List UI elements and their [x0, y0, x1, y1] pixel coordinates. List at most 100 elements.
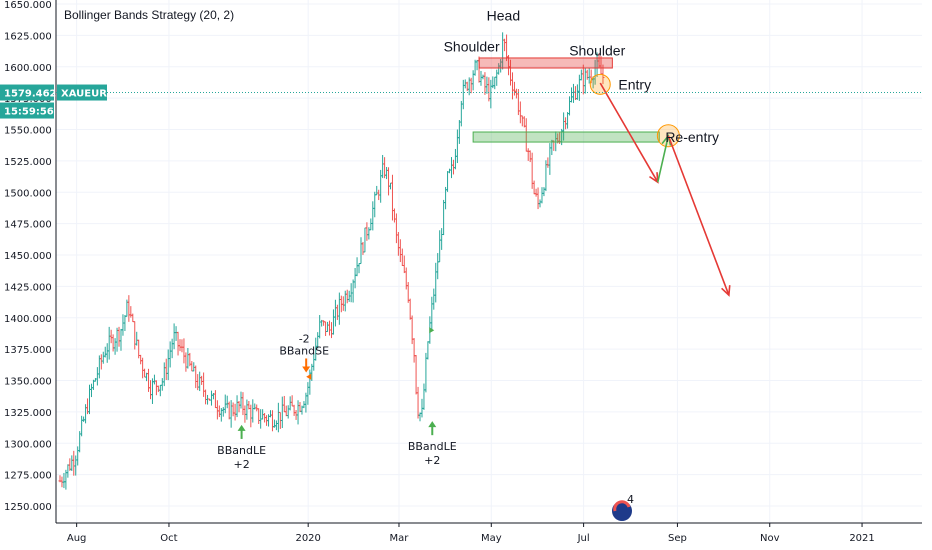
candle	[363, 227, 367, 253]
long-marker	[429, 327, 435, 334]
candle	[174, 326, 178, 341]
candle	[103, 346, 107, 358]
candle	[72, 450, 76, 476]
candle	[269, 410, 273, 418]
candle	[213, 390, 217, 409]
candle	[410, 315, 414, 345]
candle	[270, 410, 274, 432]
candle	[113, 338, 117, 355]
x-tick-label: 2020	[295, 533, 320, 544]
candle	[489, 79, 493, 109]
candle	[406, 282, 410, 303]
candle	[196, 374, 200, 391]
candle	[542, 187, 546, 197]
candle	[253, 403, 257, 410]
pattern-zones	[472, 57, 680, 148]
candle	[453, 148, 457, 170]
candle	[129, 306, 133, 318]
candle	[290, 395, 294, 407]
candle	[109, 329, 113, 344]
short-marker	[306, 373, 312, 380]
candle	[510, 72, 514, 100]
candle	[172, 323, 176, 350]
candle	[337, 292, 341, 325]
candle	[518, 101, 522, 124]
x-tick-label: Jul	[577, 533, 590, 544]
candle	[239, 391, 243, 409]
candle	[133, 321, 137, 350]
candle	[495, 69, 499, 86]
candle	[571, 83, 575, 103]
candle	[209, 390, 213, 406]
candle	[402, 255, 406, 274]
candle	[367, 227, 371, 240]
candle	[318, 315, 322, 339]
candle	[520, 115, 524, 127]
candle	[355, 257, 359, 277]
candle	[503, 38, 507, 52]
candle	[272, 419, 276, 428]
candle	[139, 354, 143, 365]
candle	[62, 472, 66, 489]
candle	[225, 395, 229, 409]
candle	[359, 237, 363, 265]
projection-arrow-2	[656, 135, 670, 183]
candle	[387, 167, 391, 196]
candle	[231, 402, 235, 417]
y-tick-label: 1650.000	[4, 0, 52, 11]
candle	[292, 404, 296, 416]
y-tick-label: 1400.000	[4, 314, 52, 325]
candle	[375, 185, 379, 196]
candle	[237, 401, 241, 413]
candle	[276, 402, 280, 433]
candle	[80, 415, 84, 437]
candle	[170, 338, 174, 359]
candle	[107, 326, 111, 360]
candle	[361, 241, 365, 255]
y-tick-label: 1550.000	[4, 126, 52, 137]
candle	[284, 405, 288, 417]
candle	[412, 338, 416, 363]
y-tick-label: 1375.000	[4, 345, 52, 356]
candle	[394, 213, 398, 244]
candle	[192, 362, 196, 372]
candle	[282, 395, 286, 413]
projection-arrow-3-head	[721, 285, 731, 297]
candle	[204, 389, 208, 405]
candle	[89, 383, 93, 398]
candle	[414, 354, 418, 395]
annotations: Head Shoulder Shoulder Entry Re-entry	[444, 7, 719, 145]
candle	[434, 262, 438, 303]
grid	[56, 0, 922, 523]
candle	[577, 74, 581, 101]
candle	[457, 119, 461, 144]
candle	[546, 157, 550, 168]
candle	[227, 401, 231, 420]
candle	[141, 357, 145, 379]
candle	[162, 362, 166, 387]
long-arrow-head	[237, 424, 246, 431]
y-tick-label: 1525.000	[4, 157, 52, 168]
annotation-label: Entry	[618, 76, 651, 92]
candles	[58, 32, 605, 490]
price-tag-value: 1579.462	[4, 89, 57, 100]
signal-label: BBandLE	[408, 440, 457, 453]
candle	[341, 296, 345, 311]
candle	[471, 70, 475, 91]
annotation-label: Shoulder	[444, 39, 500, 55]
annotation-label: Shoulder	[569, 42, 625, 58]
candle	[432, 288, 436, 310]
candle	[444, 186, 448, 210]
candle	[229, 400, 233, 428]
candle	[66, 464, 70, 478]
candle	[331, 309, 335, 335]
candle	[324, 321, 328, 337]
candle	[255, 404, 259, 412]
candle	[538, 199, 542, 208]
candle	[156, 385, 160, 393]
candle	[512, 81, 516, 96]
time-tag-text: 15:59:56	[4, 107, 54, 118]
